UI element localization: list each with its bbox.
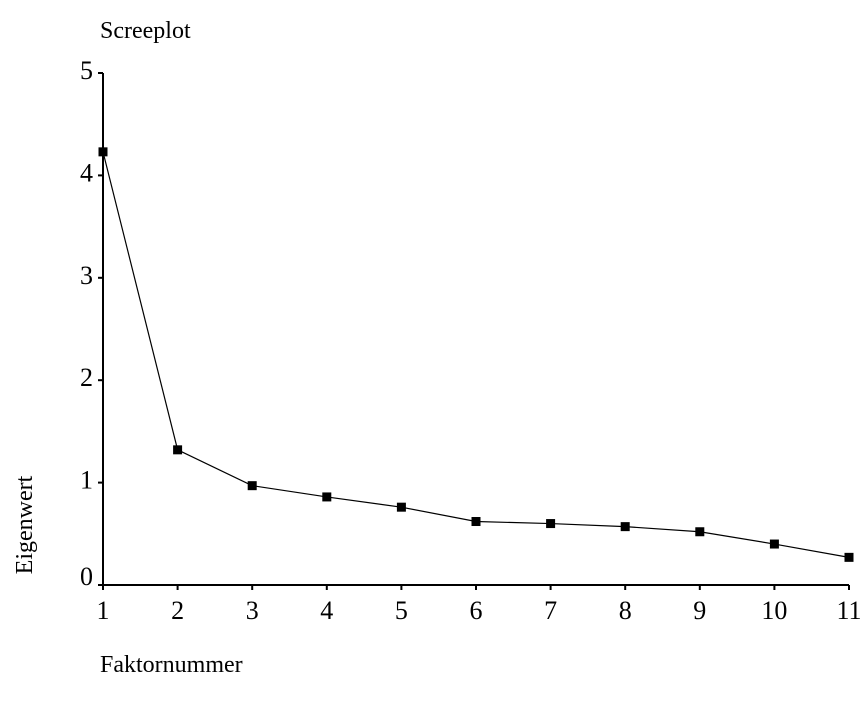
data-point — [620, 522, 630, 532]
y-tick-label: 1 — [80, 466, 93, 495]
data-point — [173, 445, 183, 455]
y-tick-label: 0 — [80, 562, 93, 591]
data-point — [844, 552, 854, 562]
x-tick-label: 7 — [544, 596, 557, 625]
x-tick-label: 8 — [619, 596, 632, 625]
data-point — [396, 502, 406, 512]
data-point — [695, 527, 705, 537]
x-tick-label: 2 — [171, 596, 184, 625]
y-axis-label: Eigenwert — [12, 475, 38, 574]
x-tick-label: 4 — [320, 596, 333, 625]
data-point — [769, 539, 779, 549]
x-tick-label: 6 — [470, 596, 483, 625]
data-point — [247, 481, 257, 491]
data-point — [471, 517, 481, 527]
x-tick-label: 5 — [395, 596, 408, 625]
x-tick-label: 1 — [97, 596, 110, 625]
y-tick-label: 5 — [80, 56, 93, 85]
x-tick-label: 11 — [836, 596, 861, 625]
y-tick-label: 3 — [80, 261, 93, 290]
y-tick-label: 2 — [80, 363, 93, 392]
x-tick-label: 9 — [693, 596, 706, 625]
data-point — [546, 519, 556, 529]
data-point — [322, 492, 332, 502]
data-point — [98, 147, 108, 157]
data-line — [102, 151, 850, 558]
x-axis-label: Faktornummer — [100, 652, 243, 678]
y-tick-label: 4 — [80, 158, 93, 187]
x-tick-label: 3 — [246, 596, 259, 625]
chart-title: Screeplot — [100, 18, 191, 44]
x-tick-label: 10 — [761, 596, 787, 625]
